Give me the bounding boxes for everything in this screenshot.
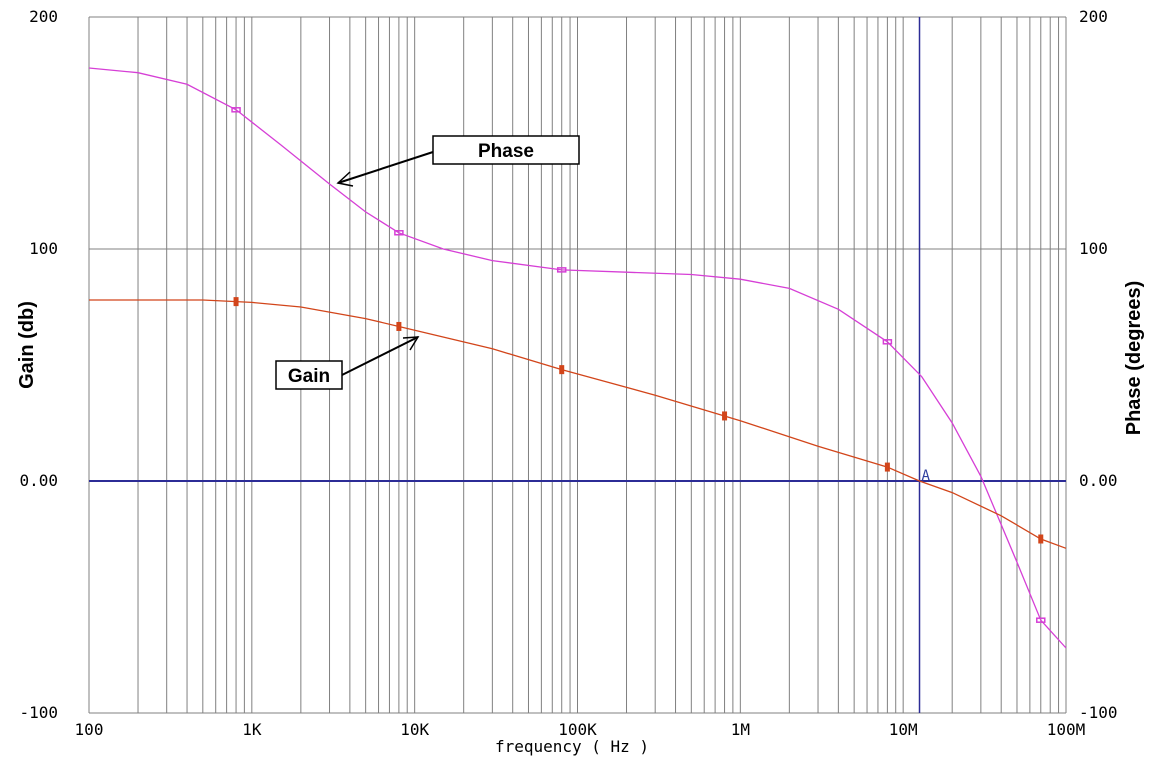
gain-callout-arrow [341,336,419,376]
phase-callout-arrowhead [336,171,354,187]
gain-callout-label: Gain [288,366,330,387]
phase-callout: Phase [336,135,580,187]
y-tick-label-left: 200 [29,7,58,26]
y-tick-label-left: -100 [19,703,58,722]
phase-marker [394,230,404,236]
phase-marker [882,339,893,345]
y-tick-label-right: -100 [1079,703,1118,722]
phase-line [88,67,1067,649]
y-tick-label-right: 0.00 [1079,471,1118,490]
gain-marker [1038,534,1044,544]
series-layer [88,67,1067,649]
x-axis-title: frequency ( Hz ) [495,737,649,756]
phase-callout-arrow [337,151,434,184]
gain-callout: Gain [275,336,420,390]
phase-callout-label: Phase [478,141,534,162]
y-tick-label-left: 0.00 [19,471,58,490]
x-tick-label: 100 [75,720,104,739]
x-tick-label: 1M [731,720,750,739]
phase-marker [556,267,567,273]
gain-marker [884,462,890,472]
x-tick-label: 1K [242,720,262,739]
left-axis-title: Gain (db) [16,301,38,389]
phase-marker [1036,617,1046,623]
gain-marker [396,321,402,331]
grid [88,16,1067,714]
cursor-label: A [922,468,931,484]
gain-marker [559,365,565,375]
x-tick-label: 100M [1047,720,1086,739]
x-tick-label: 100K [558,720,597,739]
x-tick-label: 10M [889,720,918,739]
gain-marker [722,411,728,421]
right-axis-title: Phase (degrees) [1123,281,1145,436]
phase-marker [231,107,241,113]
y-tick-label-right: 200 [1079,7,1108,26]
reference-lines: A [89,17,1066,713]
gain-line [89,299,1067,549]
y-tick-label-right: 100 [1079,239,1108,258]
gain-marker [233,297,239,307]
phase-callout-box [432,135,580,165]
x-tick-label: 10K [400,720,429,739]
gain-callout-arrowhead [402,336,420,351]
y-tick-label-left: 100 [29,239,58,258]
